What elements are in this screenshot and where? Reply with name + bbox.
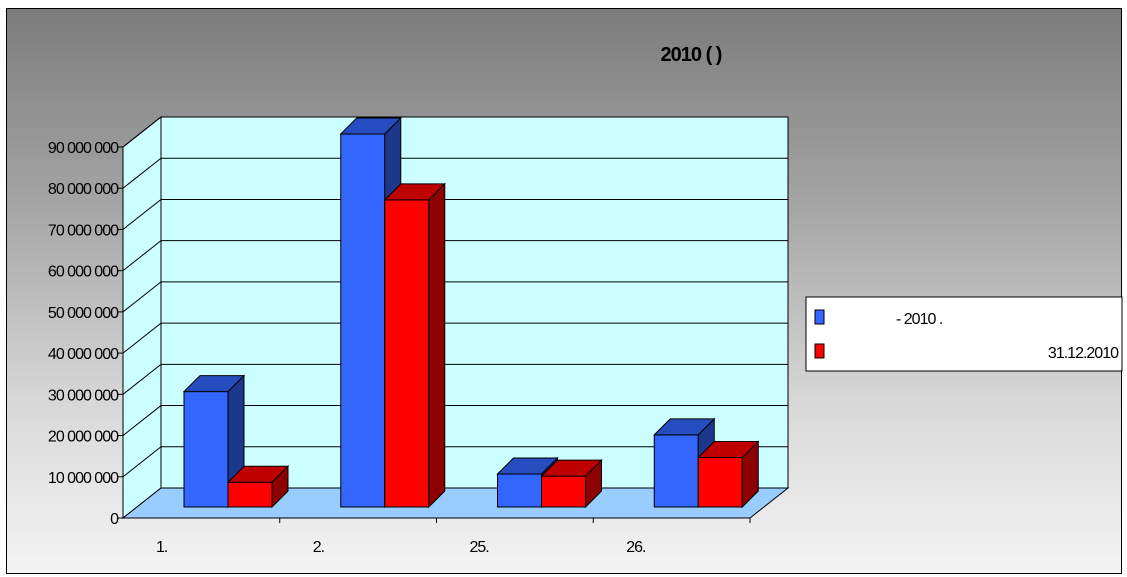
bar-top [339,117,402,135]
legend-box [805,296,1123,372]
gridline [122,322,788,354]
bar-top [496,457,559,475]
bar-top [383,183,446,201]
gridline [122,363,788,395]
bar-front [653,434,699,508]
gridline [122,240,788,272]
y-tick-label: 20 000 000 [48,429,119,446]
bar-front [384,199,430,508]
x-tick-label: 1. [156,539,167,556]
chart-title: 2010 ( ) [661,44,722,66]
bar-front [541,475,586,508]
x-tick-label: 25. [470,539,489,556]
y-tick-label: 40 000 000 [48,346,119,363]
y-tick-label: 0 [110,511,119,528]
bar-front [497,473,542,508]
legend-label: - 2010 . [896,311,942,328]
bar-side [428,182,446,509]
bar-top [226,465,290,483]
bar-top [653,418,716,436]
bar-top [540,459,603,477]
x-tick-label: 2. [313,539,324,556]
chart-area: 0 10 000 000 20 000 000 30 000 000 40 000 00… [6,8,1123,574]
gridline [122,198,788,230]
gridline [122,116,788,148]
legend-swatch [814,309,825,325]
y-tick-label: 50 000 000 [48,305,119,322]
bar-front [340,133,386,508]
y-tick-label: 70 000 000 [48,222,119,239]
y-tick-label: 80 000 000 [48,181,119,198]
gridline [122,281,788,313]
gridline [122,405,788,436]
bar-chart: 0 10 000 000 20 000 000 30 000 000 40 000 00… [48,44,1123,556]
side-wall [122,115,162,520]
legend-label: 31.12.2010 [1048,345,1119,362]
legend-swatch [814,343,825,359]
y-tick-label: 90 000 000 [48,140,119,157]
gridline [122,446,788,478]
y-tick-label: 10 000 000 [48,470,119,487]
bar-front [183,391,229,508]
y-tick-label: 60 000 000 [48,264,119,281]
y-tick-label: 30 000 000 [48,387,119,404]
bar-front [227,481,273,508]
gridline [122,157,788,189]
bar-top [182,375,246,393]
bar-front [697,457,743,508]
bar-top [697,441,760,459]
x-tick-label: 26. [626,539,645,556]
